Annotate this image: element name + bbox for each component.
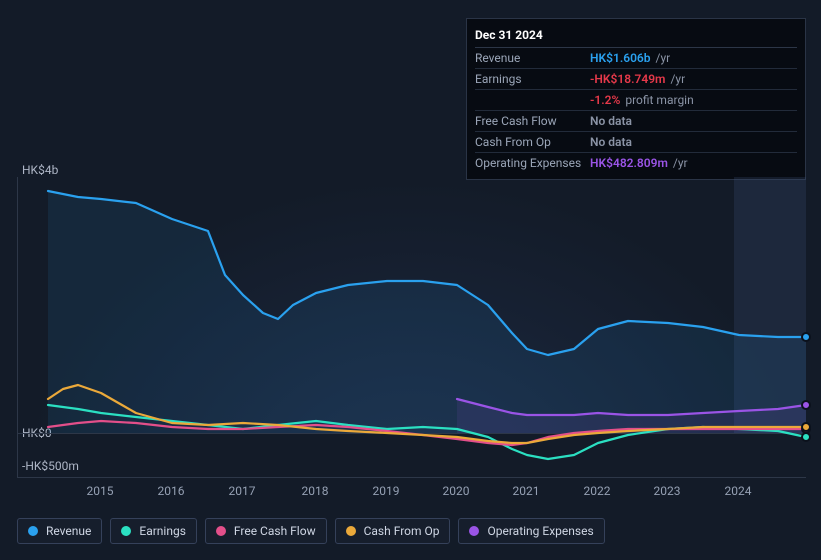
chart-root: { "tooltip": { "date": "Dec 31 2024", "r… [0,0,821,560]
tooltip-row: Free Cash FlowNo data [475,111,797,132]
tooltip-row-label: Earnings [475,69,590,90]
series-end-dot [802,333,810,341]
chart-plot-area [17,177,806,478]
series-fill [48,191,806,433]
tooltip-row: Earnings-HK$18.749m /yr [475,69,797,90]
chart-svg [18,177,806,477]
tooltip-row: RevenueHK$1.606b /yr [475,48,797,69]
tooltip-row-label [475,90,590,111]
tooltip-row-value: -HK$18.749m /yr [590,69,797,90]
legend-label: Earnings [139,524,186,538]
legend-item[interactable]: Cash From Op [335,518,451,544]
tooltip-row: Cash From OpNo data [475,132,797,153]
x-axis-tick: 2020 [443,484,470,498]
legend-swatch-icon [346,526,356,536]
x-axis-tick: 2018 [302,484,329,498]
x-axis-tick: 2021 [513,484,540,498]
legend-item[interactable]: Revenue [17,518,102,544]
tooltip-row-label: Cash From Op [475,132,590,153]
legend-label: Cash From Op [364,524,440,538]
tooltip-date: Dec 31 2024 [475,25,797,48]
series-end-dot [802,423,810,431]
tooltip-row-value: -1.2% profit margin [590,90,797,111]
tooltip-row: Operating ExpensesHK$482.809m /yr [475,153,797,174]
legend-item[interactable]: Free Cash Flow [205,518,327,544]
y-axis-label: HK$4b [22,163,58,177]
x-axis-ticks: 2015 2016 2017 2018 2019 2020 2021 2022 2023 2024 [17,484,805,504]
legend-swatch-icon [28,526,38,536]
x-axis-tick: 2015 [87,484,114,498]
legend: Revenue Earnings Free Cash Flow Cash From O… [17,518,605,544]
x-axis-tick: 2017 [229,484,256,498]
legend-swatch-icon [216,526,226,536]
x-axis-tick: 2022 [584,484,611,498]
legend-item[interactable]: Earnings [110,518,197,544]
series-end-dot [802,401,810,409]
tooltip-row: -1.2% profit margin [475,90,797,111]
x-axis-tick: 2019 [373,484,400,498]
tooltip-row-label: Operating Expenses [475,153,590,174]
legend-label: Operating Expenses [487,524,593,538]
x-axis-tick: 2023 [654,484,681,498]
tooltip-row-value: HK$482.809m /yr [590,153,797,174]
tooltip-row-value: HK$1.606b /yr [590,48,797,69]
x-axis-tick: 2016 [158,484,185,498]
legend-label: Free Cash Flow [234,524,316,538]
tooltip-row-value: No data [590,132,797,153]
legend-swatch-icon [469,526,479,536]
tooltip-row-label: Revenue [475,48,590,69]
x-axis-tick: 2024 [725,484,752,498]
tooltip-row-label: Free Cash Flow [475,111,590,132]
legend-item[interactable]: Operating Expenses [458,518,604,544]
tooltip-panel: Dec 31 2024 RevenueHK$1.606b /yrEarnings… [466,18,806,180]
legend-swatch-icon [121,526,131,536]
tooltip-row-value: No data [590,111,797,132]
legend-label: Revenue [46,524,91,538]
series-end-dot [802,433,810,441]
tooltip-table: RevenueHK$1.606b /yrEarnings-HK$18.749m … [475,48,797,173]
